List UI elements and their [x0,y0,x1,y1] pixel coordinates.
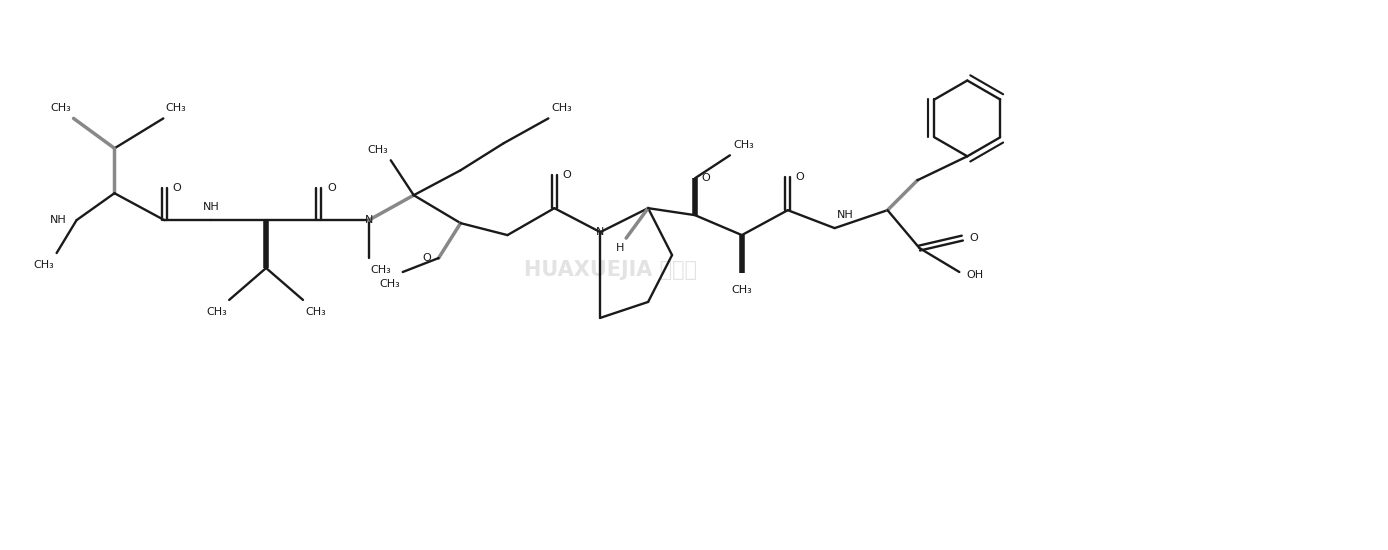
Text: N: N [595,227,604,237]
Text: H: H [616,243,625,253]
Text: O: O [701,173,709,183]
Text: CH₃: CH₃ [33,260,54,270]
Text: CH₃: CH₃ [305,307,326,317]
Text: CH₃: CH₃ [733,140,754,150]
Text: CH₃: CH₃ [551,103,572,113]
Text: CH₃: CH₃ [731,285,752,295]
Text: NH: NH [837,210,854,220]
Text: CH₃: CH₃ [379,279,400,289]
Text: CH₃: CH₃ [371,265,391,275]
Text: CH₃: CH₃ [366,145,387,155]
Text: HUAXUEJIA 化学加: HUAXUEJIA 化学加 [523,260,697,280]
Text: CH₃: CH₃ [207,307,228,317]
Text: O: O [969,233,979,243]
Text: O: O [795,172,805,182]
Text: O: O [172,183,180,193]
Text: O: O [562,170,570,180]
Text: N: N [365,215,373,225]
Text: CH₃: CH₃ [51,103,72,113]
Text: O: O [422,253,430,263]
Text: NH: NH [50,215,67,225]
Text: OH: OH [966,270,984,280]
Text: NH: NH [203,202,219,212]
Text: O: O [328,183,336,193]
Text: CH₃: CH₃ [165,103,186,113]
